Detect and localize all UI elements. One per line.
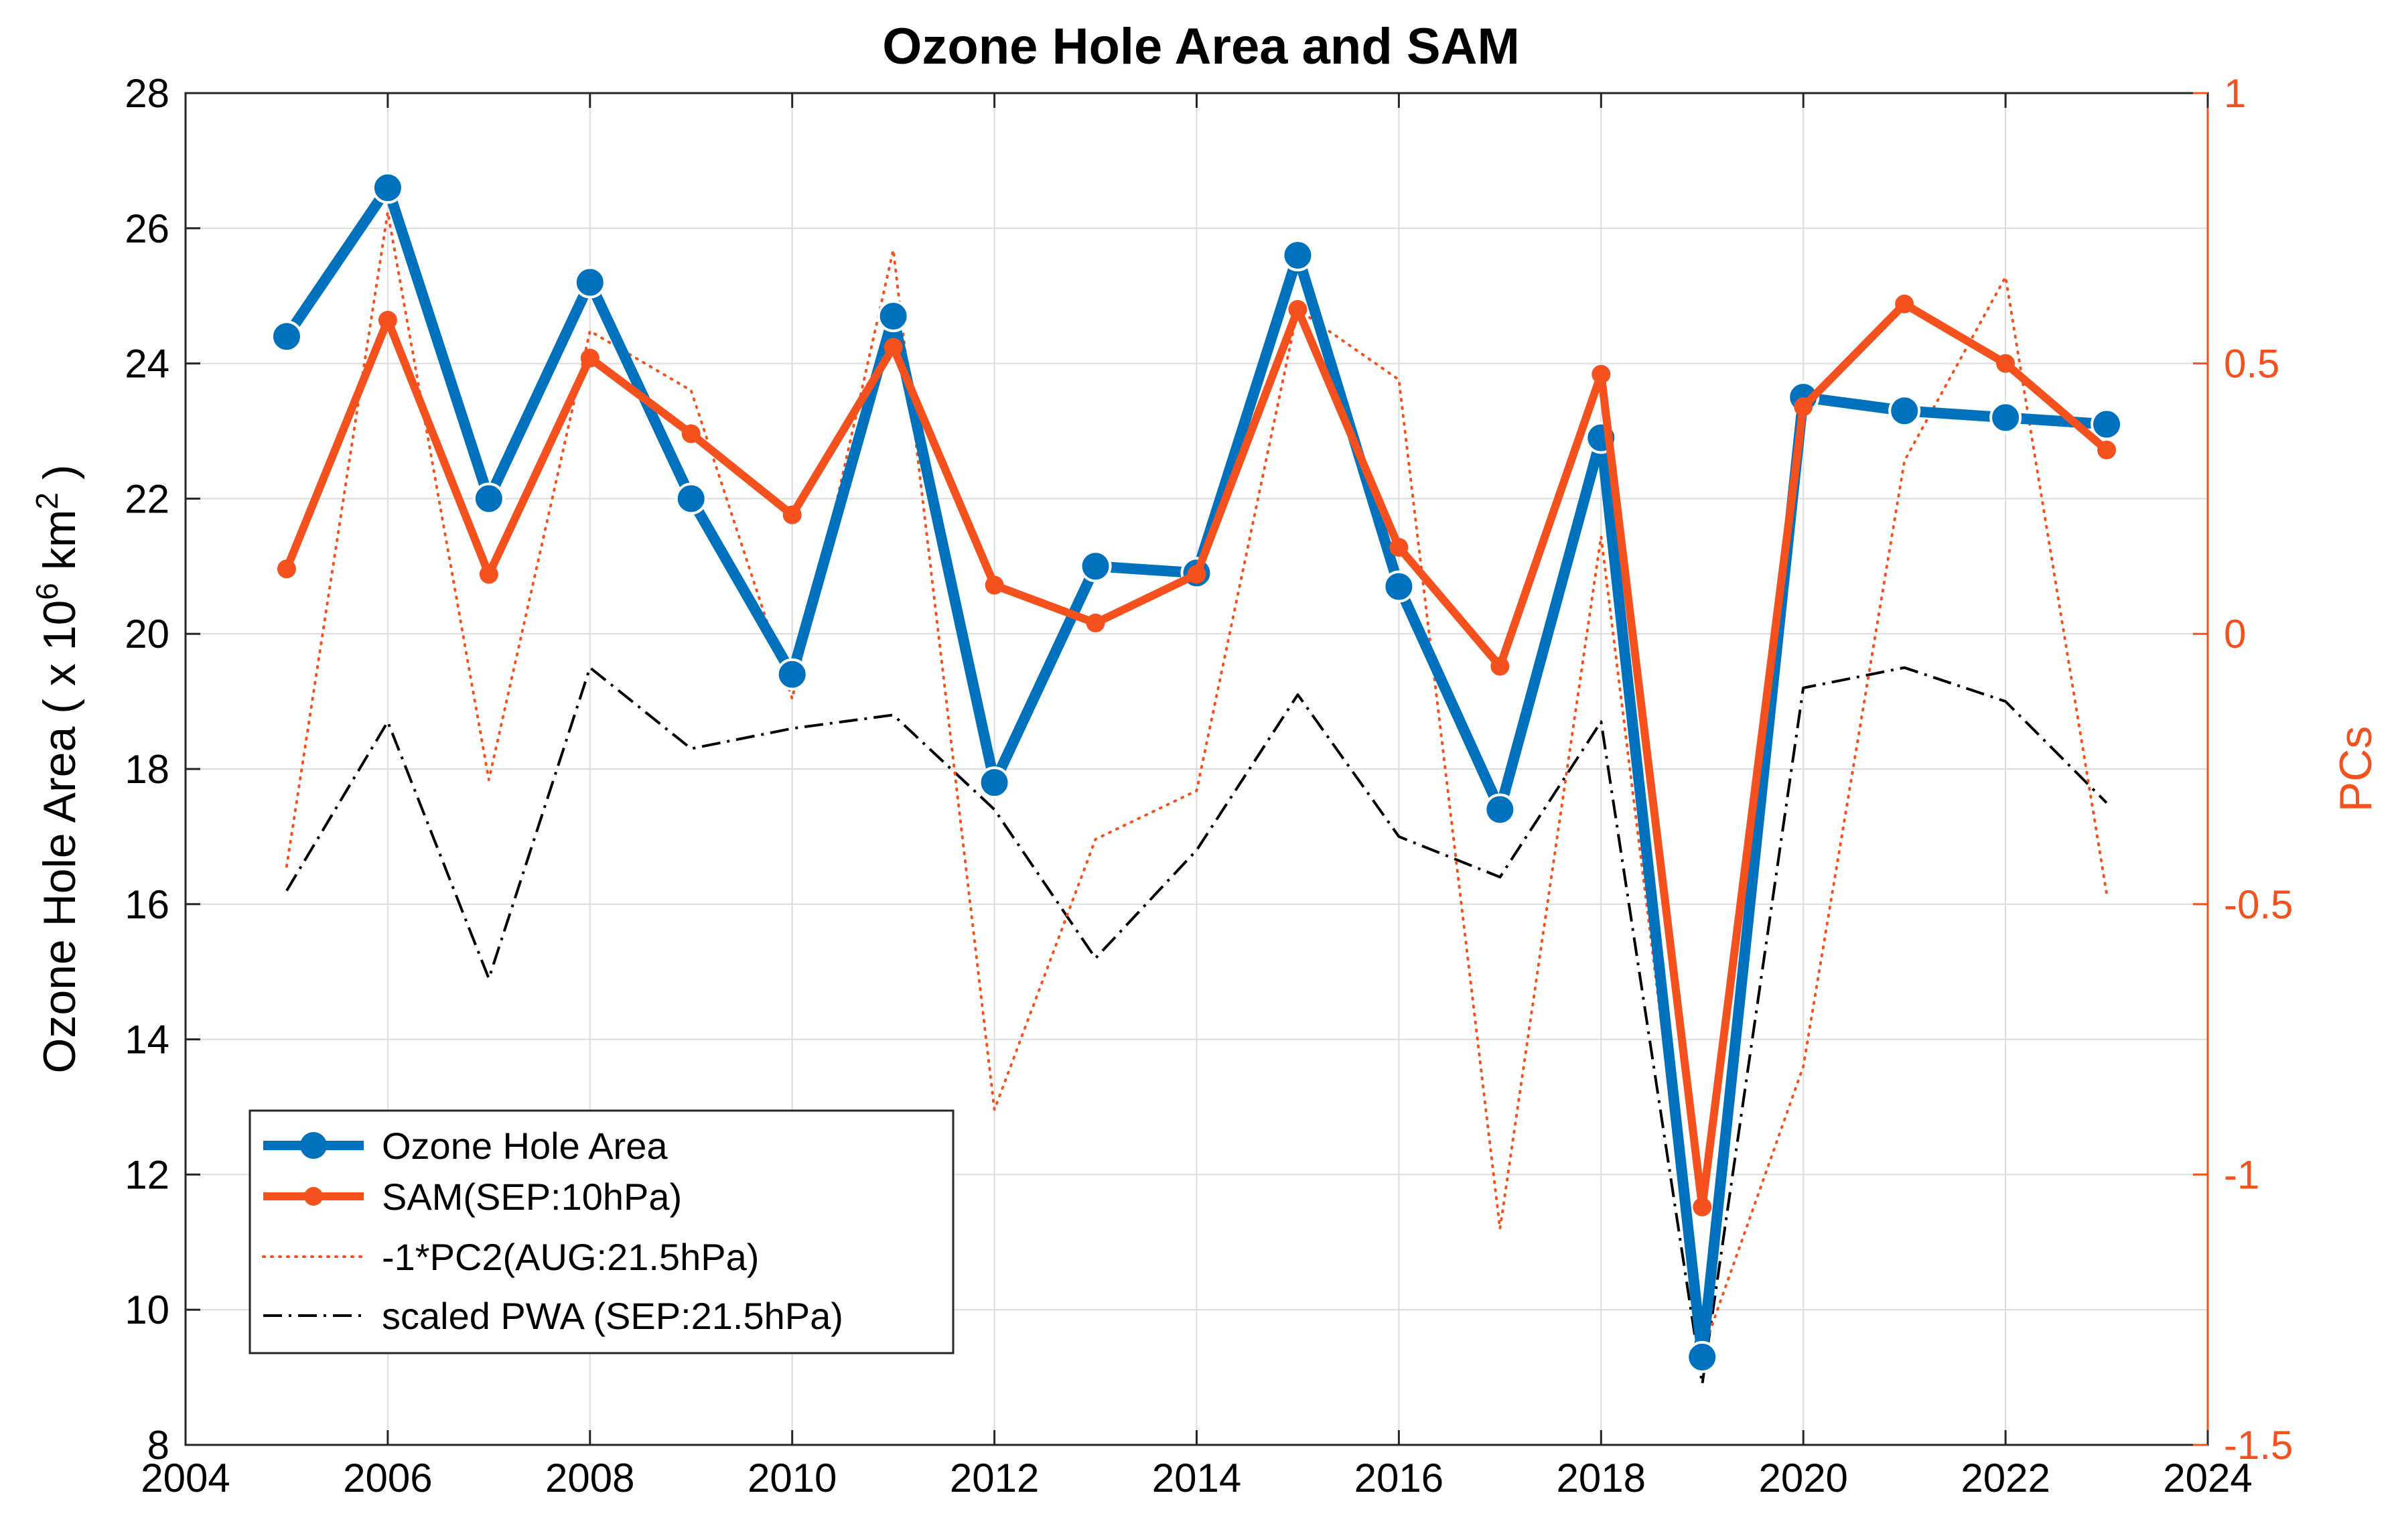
data-point-sam-sep-10hpa [1895, 294, 1914, 313]
legend-label-pc2: -1*PC2(AUG:21.5hPa) [382, 1236, 759, 1278]
data-point-ozone-hole-area [675, 482, 707, 515]
y-left-tick-label: 26 [125, 206, 169, 251]
legend-marker-sam [304, 1187, 323, 1206]
data-point-ozone-hole-area [1383, 570, 1415, 603]
y-left-tick-label: 20 [125, 612, 169, 656]
x-tick-label: 2022 [1961, 1456, 2050, 1500]
y-right-tick-label: -1 [2224, 1152, 2259, 1197]
y-right-tick-label: -0.5 [2224, 882, 2293, 927]
data-point-ozone-hole-area [1888, 395, 1921, 427]
data-point-ozone-hole-area [371, 171, 404, 204]
data-point-ozone-hole-area [1686, 1340, 1719, 1373]
y-left-tick-label: 10 [125, 1287, 169, 1332]
data-point-ozone-hole-area [978, 766, 1011, 799]
y-axis-label-left: Ozone Hole Area ( x 106 km2 ) [29, 464, 85, 1073]
legend: Ozone Hole Area SAM(SEP:10hPa) -1*PC2(AU… [249, 1109, 955, 1354]
legend-entry-sam: SAM(SEP:10hPa) [263, 1176, 682, 1218]
data-point-sam-sep-10hpa [1794, 397, 1813, 417]
series-1-pc2-aug-21-5hpa [285, 210, 2108, 1354]
series-sam-sep-10hpa [277, 294, 2117, 1216]
x-tick-label: 2014 [1152, 1456, 1241, 1500]
y-left-tick-label: 16 [125, 882, 169, 927]
data-point-ozone-hole-area [776, 658, 808, 691]
ticks [184, 92, 2209, 1446]
series-layer [270, 171, 2123, 1386]
data-point-sam-sep-10hpa [681, 424, 701, 443]
legend-label-ozone: Ozone Hole Area [382, 1125, 668, 1167]
data-point-sam-sep-10hpa [1996, 354, 2016, 373]
x-tick-label: 2006 [343, 1456, 432, 1500]
data-point-ozone-hole-area [270, 320, 303, 353]
data-point-ozone-hole-area [573, 266, 606, 299]
data-point-sam-sep-10hpa [1187, 565, 1206, 584]
data-point-sam-sep-10hpa [1086, 614, 1105, 633]
y-right-tick-label: -1.5 [2224, 1423, 2293, 1468]
x-tick-label: 2016 [1354, 1456, 1443, 1500]
data-point-sam-sep-10hpa [1693, 1197, 1712, 1216]
data-point-sam-sep-10hpa [1490, 656, 1510, 676]
y-left-tick-label: 18 [125, 747, 169, 792]
data-point-ozone-hole-area [1989, 401, 2022, 434]
data-point-sam-sep-10hpa [884, 338, 903, 357]
y-axis-label-right: PCs [2330, 726, 2381, 812]
data-point-sam-sep-10hpa [479, 565, 498, 584]
y-left-tick-label: 22 [125, 476, 169, 521]
data-point-ozone-hole-area [877, 299, 910, 332]
y-left-tick-label: 14 [125, 1018, 169, 1062]
data-point-sam-sep-10hpa [1389, 538, 1409, 557]
y-left-tick-label: 12 [125, 1152, 169, 1197]
legend-label-pwa: scaled PWA (SEP:21.5hPa) [382, 1295, 843, 1337]
legend-entry-pc2: -1*PC2(AUG:21.5hPa) [262, 1236, 759, 1278]
data-point-ozone-hole-area [472, 482, 505, 515]
data-point-sam-sep-10hpa [2097, 440, 2117, 460]
y-right-tick-label: 1 [2224, 71, 2246, 116]
series-line-1-pc2-aug-21-5hpa [285, 210, 2108, 1354]
data-point-ozone-hole-area [1281, 239, 1314, 272]
data-point-sam-sep-10hpa [378, 311, 397, 330]
x-tick-label: 2012 [950, 1456, 1039, 1500]
x-tick-label: 2020 [1758, 1456, 1847, 1500]
x-tick-label: 2004 [141, 1456, 230, 1500]
series-scaled-pwa-sep-21-5hpa [285, 666, 2108, 1386]
x-tick-label: 2010 [748, 1456, 837, 1500]
chart-title: Ozone Hole Area and SAM [882, 18, 1520, 75]
tick-labels: 2004 2006 2008 2010 2012 2014 2016 2018 2020 2022… [125, 71, 2293, 1500]
data-point-sam-sep-10hpa [985, 575, 1004, 595]
data-point-sam-sep-10hpa [277, 559, 296, 579]
data-point-ozone-hole-area [2091, 408, 2123, 441]
data-point-ozone-hole-area [1079, 550, 1112, 583]
data-point-ozone-hole-area [1484, 793, 1516, 826]
data-point-sam-sep-10hpa [1288, 299, 1308, 319]
data-point-sam-sep-10hpa [580, 348, 599, 368]
series-line-scaled-pwa-sep-21-5hpa [285, 666, 2108, 1386]
data-point-sam-sep-10hpa [1592, 364, 1611, 384]
y-right-tick-label: 0 [2224, 612, 2246, 656]
x-tick-label: 2024 [2163, 1456, 2252, 1500]
legend-marker-ozone [300, 1132, 327, 1159]
y-left-tick-label: 8 [147, 1423, 169, 1468]
legend-box [249, 1109, 955, 1354]
legend-label-sam: SAM(SEP:10hPa) [382, 1176, 682, 1218]
y-right-tick-label: 0.5 [2224, 342, 2279, 387]
x-tick-label: 2018 [1557, 1456, 1646, 1500]
y-left-tick-label: 24 [125, 342, 169, 387]
y-left-tick-label: 28 [125, 71, 169, 116]
legend-entry-ozone: Ozone Hole Area [263, 1125, 668, 1167]
data-point-sam-sep-10hpa [782, 505, 802, 524]
x-tick-label: 2008 [545, 1456, 634, 1500]
legend-entry-pwa: scaled PWA (SEP:21.5hPa) [263, 1295, 843, 1337]
